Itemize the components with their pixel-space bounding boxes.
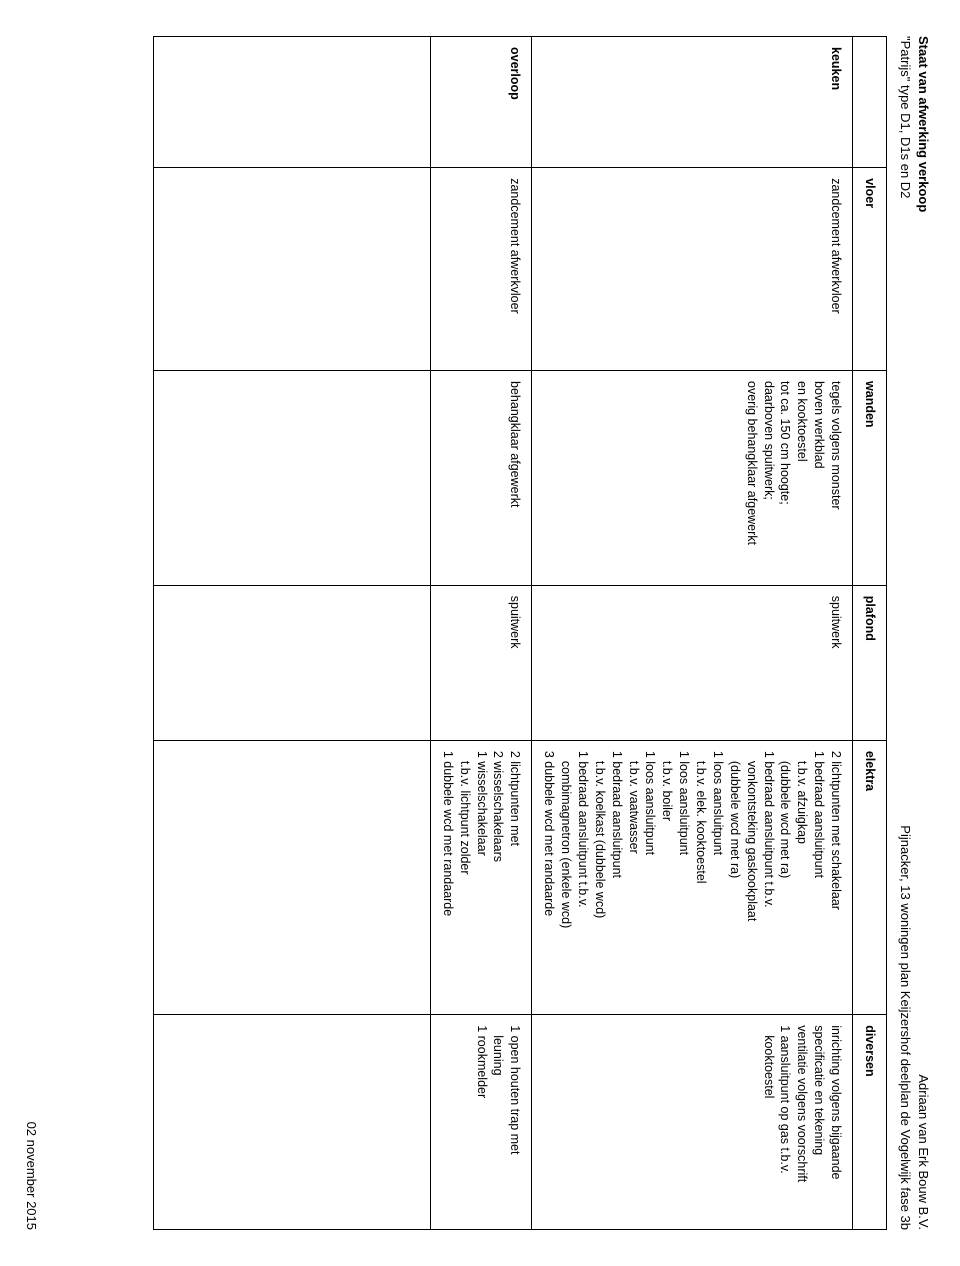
cell-blank [153,371,430,586]
table-body: keukenzandcement afwerkvloertegels volge… [153,37,852,1230]
cell-blank [153,168,430,371]
table-header-row: vloer wanden plafond elektra diversen [853,37,887,1230]
header: Staat van afwerking verkoop "Patrijs" ty… [897,36,932,1230]
cell-diversen: inrichting volgens bijgaandespecificatie… [532,1015,853,1230]
doc-title: Staat van afwerking verkoop [914,36,932,212]
cell-room: keuken [532,37,853,168]
rotated-content: Staat van afwerking verkoop "Patrijs" ty… [0,0,960,1266]
cell-wanden: tegels volgens monsterboven werkbladen k… [532,371,853,586]
cell-plafond: spuitwerk [532,585,853,740]
footer-date: 02 november 2015 [24,1122,39,1230]
spec-table: vloer wanden plafond elektra diversen ke… [153,36,887,1230]
cell-vloer: zandcement afwerkvloer [532,168,853,371]
cell-blank [153,740,430,1014]
cell-blank [153,37,430,168]
cell-plafond: spuitwerk [430,585,531,740]
doc-subtitle: "Patrijs" type D1, D1s en D2 [897,36,915,212]
company-name: Adriaan van Erk Bouw B.V. [914,825,932,1230]
col-room [853,37,887,168]
col-vloer: vloer [853,168,887,371]
col-elektra: elektra [853,740,887,1014]
cell-diversen: 1 open houten trap metleuning1 rookmelde… [430,1015,531,1230]
table-row: overloopzandcement afwerkvloerbehangklaa… [430,37,531,1230]
table-row: keukenzandcement afwerkvloertegels volge… [532,37,853,1230]
project-name: Pijnacker, 13 woningen plan Keijzershof … [897,825,915,1230]
table-head: vloer wanden plafond elektra diversen [853,37,887,1230]
page: Staat van afwerking verkoop "Patrijs" ty… [0,0,960,1266]
cell-elektra: 2 lichtpunten met2 wisselschakelaars1 wi… [430,740,531,1014]
header-right: Adriaan van Erk Bouw B.V. Pijnacker, 13 … [897,825,932,1230]
cell-elektra: 2 lichtpunten met schakelaar1 bedraad aa… [532,740,853,1014]
cell-blank [153,585,430,740]
cell-room: overloop [430,37,531,168]
col-diversen: diversen [853,1015,887,1230]
header-left: Staat van afwerking verkoop "Patrijs" ty… [897,36,932,212]
col-wanden: wanden [853,371,887,586]
col-plafond: plafond [853,585,887,740]
cell-wanden: behangklaar afgewerkt [430,371,531,586]
cell-vloer: zandcement afwerkvloer [430,168,531,371]
table-row-blank [153,37,430,1230]
cell-blank [153,1015,430,1230]
